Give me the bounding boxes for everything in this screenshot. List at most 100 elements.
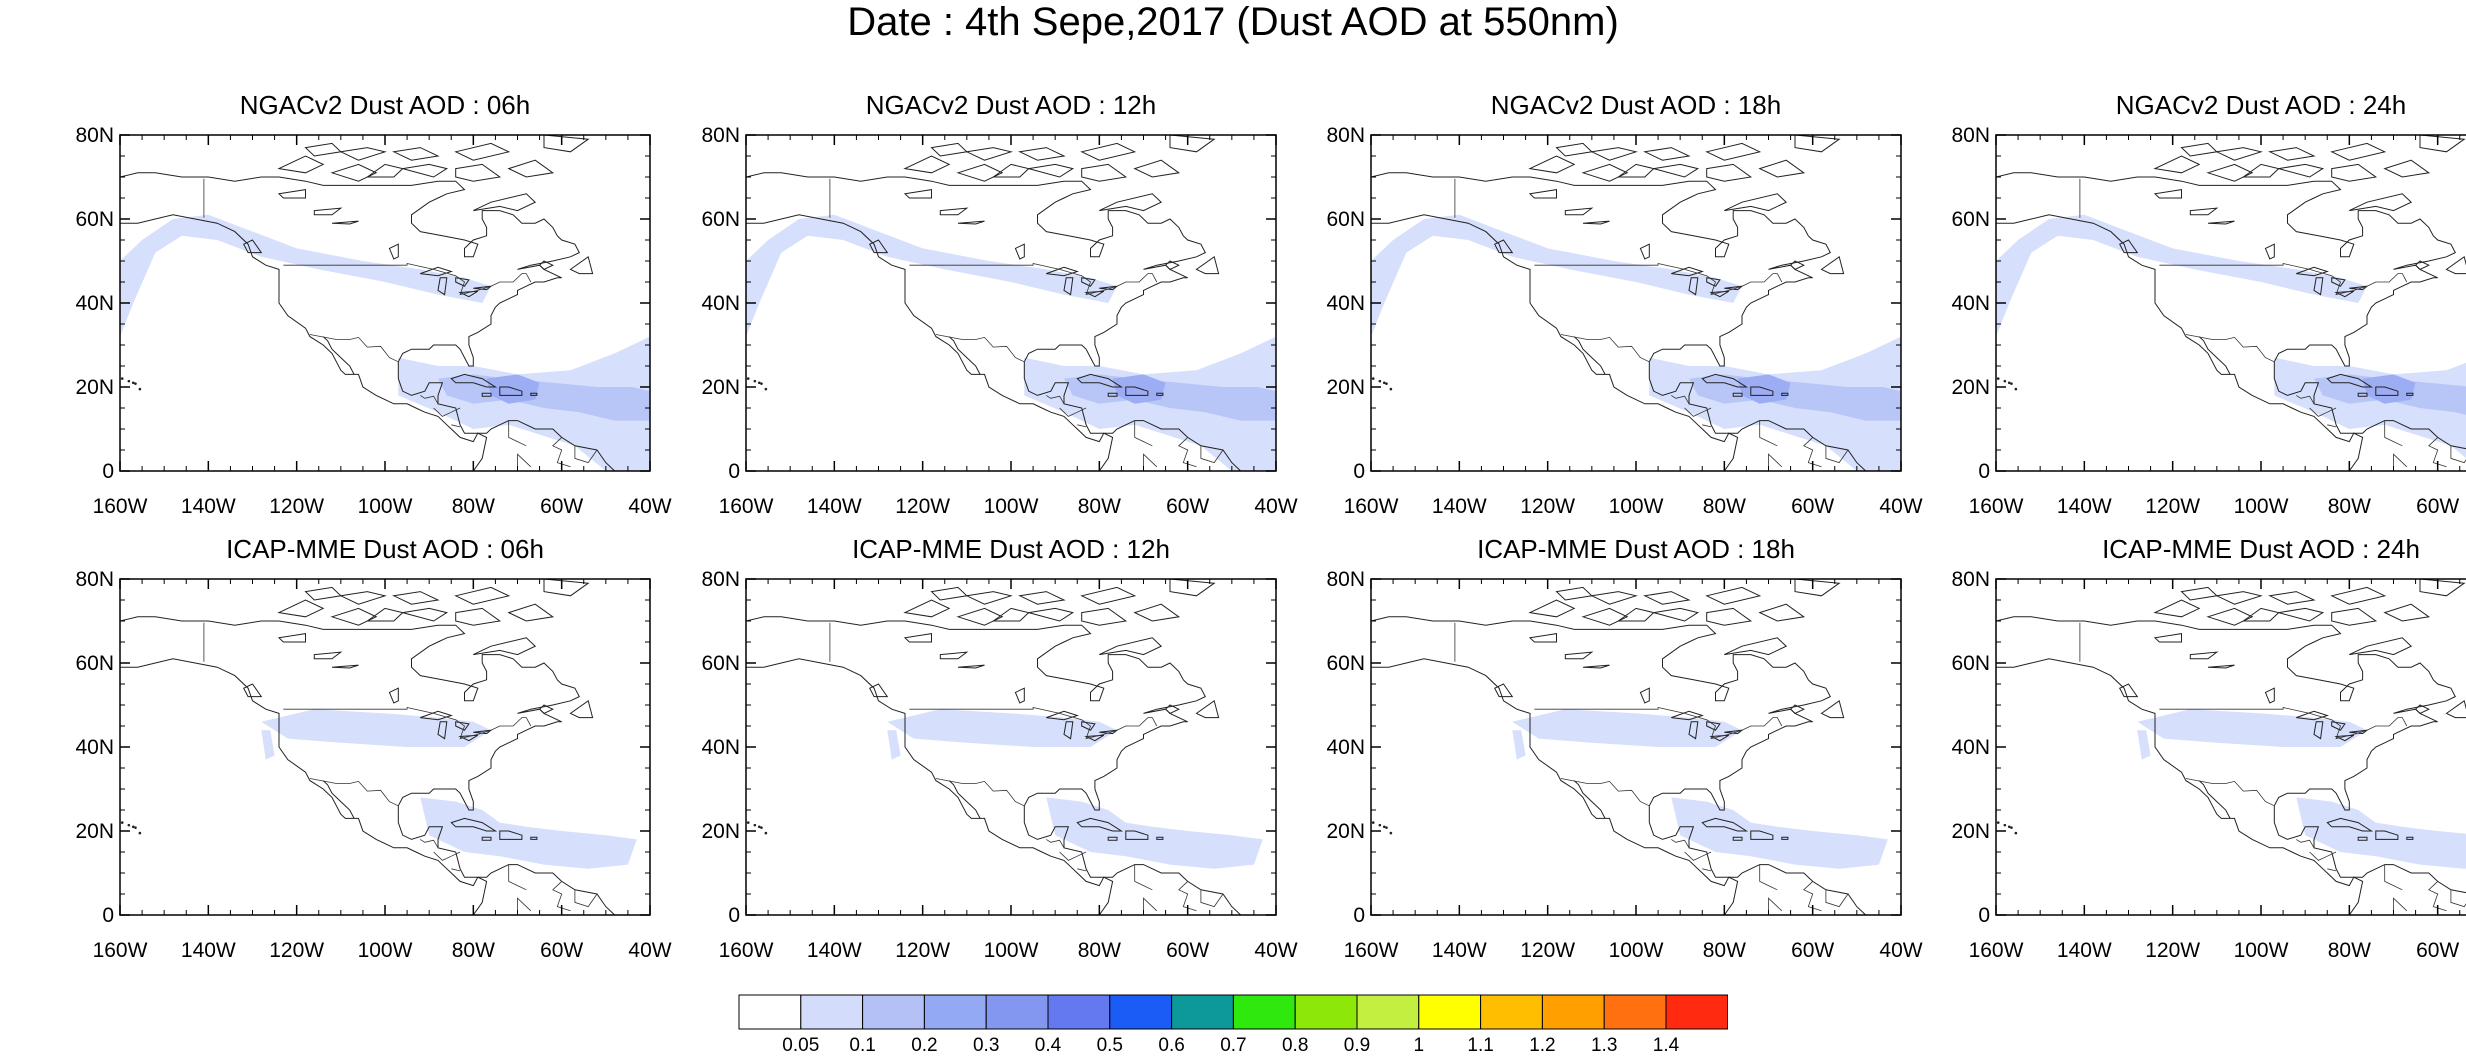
coastline <box>473 637 537 656</box>
dust-plume-low <box>887 709 1117 747</box>
lon-tick-label: 120W <box>269 939 324 962</box>
coastline <box>1063 721 1074 740</box>
coastline <box>2189 651 2219 660</box>
island-dot <box>2014 831 2018 835</box>
country-border <box>283 707 532 740</box>
panel-icap-06: ICAP-MME Dust AOD : 06h 160W 140W 120W 100W 8… <box>58 534 671 974</box>
lon-tick-label: 80W <box>1078 939 1121 962</box>
country-border <box>574 445 598 464</box>
country-border <box>574 889 598 908</box>
colorbar-box <box>923 994 987 1030</box>
lat-tick-label: 40N <box>1326 292 1365 315</box>
country-border <box>2296 395 2315 405</box>
island-dot <box>127 823 131 827</box>
coastline <box>903 155 951 174</box>
coastline <box>1996 172 2456 367</box>
lon-tick-label: 100W <box>1609 495 1664 518</box>
coastline <box>2349 637 2413 656</box>
country-border <box>1046 395 1065 405</box>
coastline <box>2349 193 2413 212</box>
coastline <box>2278 607 2325 622</box>
lon-tick-label: 100W <box>358 495 413 518</box>
country-border <box>1134 864 1153 891</box>
coastline <box>507 159 555 178</box>
coastline <box>2215 147 2263 161</box>
coastline <box>458 290 479 298</box>
coastline <box>991 163 1030 178</box>
coastline <box>1701 817 1749 832</box>
island-dot <box>1382 381 1386 385</box>
coastline <box>991 607 1030 622</box>
island-dot <box>1996 377 2000 380</box>
country-border <box>1534 707 1783 740</box>
coastline <box>903 633 932 643</box>
coastline <box>1371 172 1831 367</box>
coastline <box>1639 687 1650 704</box>
coastline <box>2207 220 2235 225</box>
coastline <box>365 163 404 178</box>
map-svg: 160W 140W 120W 100W 80W 60W 40W 80N 60N 40N 20N 0 <box>701 124 1297 518</box>
island-dot <box>2007 381 2011 385</box>
lat-tick-label: 40N <box>701 736 740 759</box>
country-border <box>1059 407 1087 417</box>
coastline <box>2331 163 2378 182</box>
coastline <box>388 243 399 260</box>
map-background <box>1996 579 2466 915</box>
lat-tick-label: 0 <box>1353 460 1365 483</box>
coastline <box>1125 386 1149 396</box>
country-border <box>2450 889 2466 908</box>
coastline <box>2334 734 2355 742</box>
dust-plume-low <box>746 214 1117 337</box>
dust-plume-high <box>2362 374 2416 404</box>
coastline <box>930 142 968 157</box>
coastline <box>2153 633 2182 643</box>
dust-plume-low <box>1671 797 1888 869</box>
lat-tick-label: 60N <box>1326 208 1365 231</box>
coastline <box>1107 836 1118 841</box>
coastline <box>869 683 889 698</box>
island-dot <box>1371 821 1375 824</box>
colorbar-label: 0.5 <box>1097 1035 1123 1056</box>
coastline <box>437 721 448 740</box>
coastline <box>1564 207 1594 216</box>
coastline <box>1081 163 1128 182</box>
coastline <box>397 805 616 915</box>
country-border <box>935 778 1025 807</box>
country-border <box>1702 424 1712 428</box>
coastline <box>1023 805 1242 915</box>
colorbar-label: 0.1 <box>849 1035 875 1056</box>
lat-tick-label: 0 <box>1353 904 1365 927</box>
coastline <box>277 189 306 199</box>
lon-tick-label: 100W <box>2234 495 2289 518</box>
island-dot <box>1371 377 1375 380</box>
coastline <box>1794 579 1841 597</box>
coastline <box>1028 163 1075 178</box>
lat-tick-label: 60N <box>75 208 114 231</box>
country-border <box>1143 453 1158 471</box>
coastline <box>1555 586 1593 601</box>
colorbar-label: 1.1 <box>1467 1035 1493 1056</box>
island-dot <box>1996 821 2000 824</box>
coastline <box>956 163 1004 182</box>
coastline <box>1581 607 1629 626</box>
coastline <box>473 193 537 212</box>
coastline <box>1582 220 1610 225</box>
dust-plume-low <box>420 797 637 869</box>
lat-tick-label: 0 <box>102 904 114 927</box>
panel-icap-18: ICAP-MME Dust AOD : 18h 160W 140W 120W 100W 8… <box>1309 534 1922 974</box>
coastline <box>1705 586 1762 605</box>
lat-tick-label: 80N <box>701 124 740 147</box>
coastline <box>2189 207 2219 216</box>
map-svg: 160W 140W 120W 100W 80W 60W 40W 80N 60N 40N 20N 0 <box>75 124 671 518</box>
coastline <box>1794 135 1841 153</box>
colorbar-box <box>738 994 802 1030</box>
coastline <box>1758 603 1806 622</box>
coastline <box>499 830 523 840</box>
coastline <box>948 780 981 819</box>
dust-plume-low <box>2137 709 2367 747</box>
coastline <box>1063 277 1074 296</box>
coastline <box>1528 155 1576 174</box>
lat-tick-label: 40N <box>1951 736 1990 759</box>
panel-title: ICAP-MME Dust AOD : 06h <box>226 534 544 564</box>
colorbar-label: 0.2 <box>911 1035 937 1056</box>
